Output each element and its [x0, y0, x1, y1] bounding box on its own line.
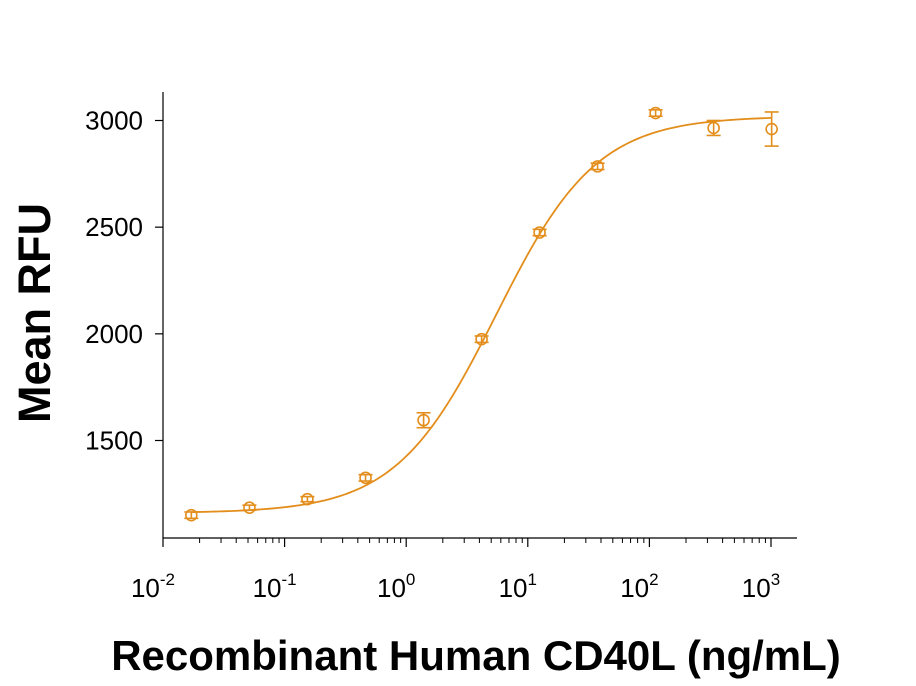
x-tick-label: 101	[499, 570, 537, 603]
x-tick-label: 100	[377, 570, 415, 603]
data-marker	[765, 122, 778, 136]
data-point	[532, 226, 547, 239]
data-point	[648, 106, 663, 120]
y-axis-title: Mean RFU	[9, 203, 60, 423]
x-axis: 10-2 10-1 100 101 102 103	[131, 537, 797, 603]
data-point	[416, 411, 431, 429]
data-marker	[475, 332, 488, 346]
x-tick-label: 10-1	[253, 570, 297, 603]
y-tick-label: 2000	[85, 319, 143, 349]
fit-curve	[191, 116, 772, 514]
data-point	[242, 501, 257, 515]
data-marker	[185, 508, 198, 522]
y-ticks: 1500 2000 2500 3000	[85, 106, 163, 456]
x-tick-label: 10-2	[131, 570, 175, 603]
data-point	[706, 119, 721, 137]
data-marker	[533, 226, 546, 239]
y-tick-label: 3000	[85, 106, 143, 136]
y-tick-label: 2500	[85, 212, 143, 242]
data-marker	[243, 501, 256, 515]
data-marker	[417, 413, 430, 427]
x-tick-label: 102	[620, 570, 658, 603]
data-marker	[649, 106, 662, 120]
x-ticks: 10-2 10-1 100 101 102 103	[131, 538, 780, 603]
data-point	[474, 332, 489, 346]
data-point	[300, 492, 315, 506]
data-point	[590, 160, 605, 173]
data-point	[764, 111, 779, 147]
data-marker	[591, 160, 604, 173]
x-tick-label: 103	[742, 570, 780, 603]
data-point	[358, 471, 373, 485]
y-tick-label: 1500	[85, 426, 143, 456]
x-axis-title: Recombinant Human CD40L (ng/mL)	[111, 632, 841, 679]
data-marker	[707, 121, 720, 135]
y-axis: 1500 2000 2500 3000	[85, 92, 164, 538]
data-marker	[301, 492, 314, 506]
data-marker	[359, 471, 372, 485]
data-points	[184, 106, 779, 522]
data-point	[184, 508, 199, 522]
